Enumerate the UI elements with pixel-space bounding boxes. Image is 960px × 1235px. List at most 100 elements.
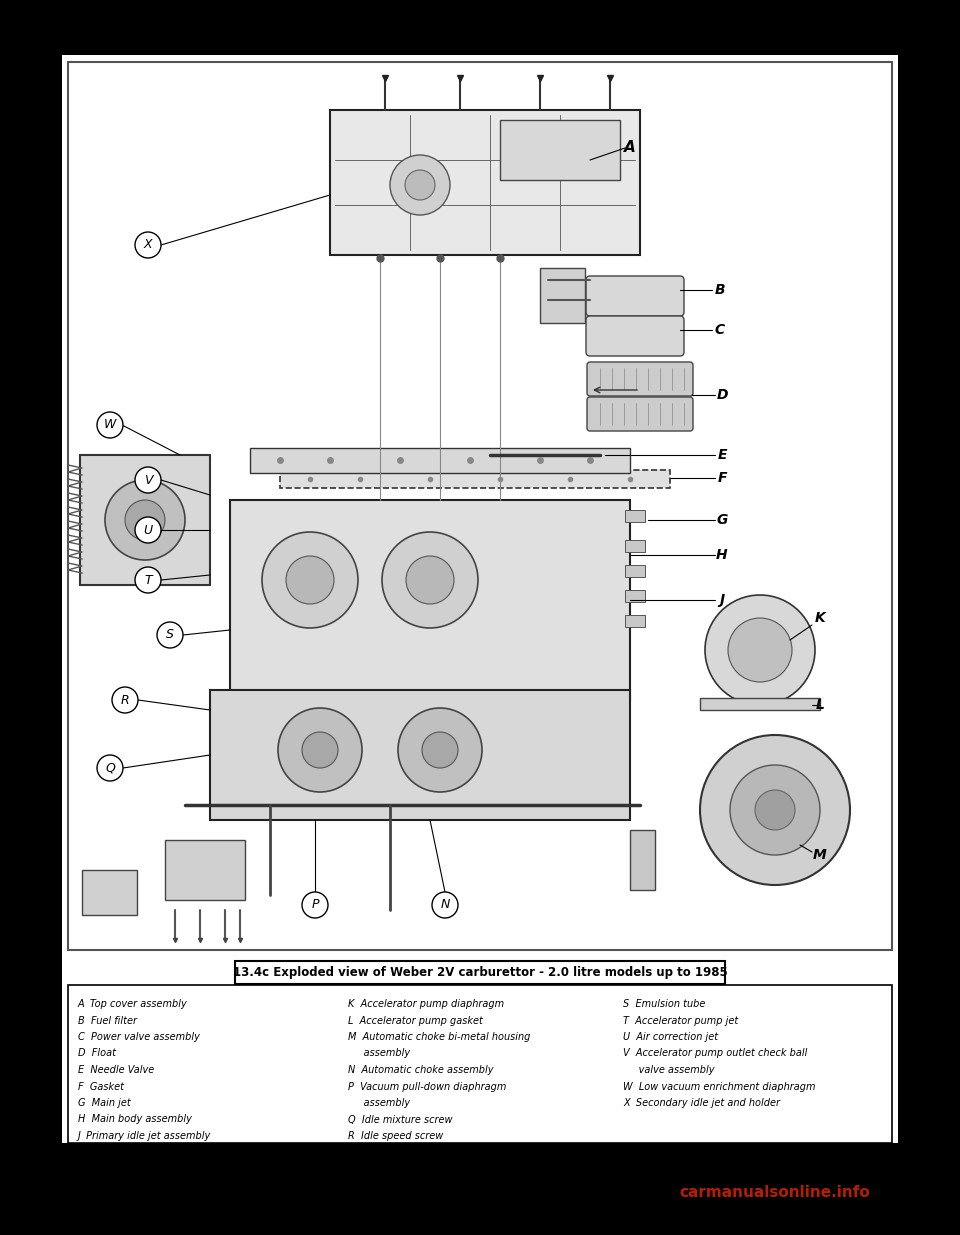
Text: X: X [144, 238, 153, 252]
Circle shape [105, 480, 185, 559]
Text: assembly: assembly [348, 1049, 410, 1058]
Text: A  Top cover assembly: A Top cover assembly [78, 999, 188, 1009]
Text: A: A [624, 141, 636, 156]
FancyBboxPatch shape [586, 275, 684, 316]
Circle shape [97, 412, 123, 438]
Circle shape [398, 708, 482, 792]
Bar [625, 540, 645, 552]
Circle shape [390, 156, 450, 215]
Circle shape [302, 892, 328, 918]
Text: N: N [441, 899, 449, 911]
Bar [210, 690, 630, 820]
Bar [68, 986, 892, 1144]
FancyBboxPatch shape [586, 316, 684, 356]
Text: N  Automatic choke assembly: N Automatic choke assembly [348, 1065, 493, 1074]
Bar [625, 510, 645, 522]
Bar [625, 564, 645, 577]
Bar [330, 110, 640, 254]
Text: F: F [717, 471, 727, 485]
Text: H: H [716, 548, 728, 562]
Text: T: T [144, 573, 152, 587]
Circle shape [286, 556, 334, 604]
Text: U: U [143, 524, 153, 536]
Text: C  Power valve assembly: C Power valve assembly [78, 1032, 200, 1042]
Text: assembly: assembly [348, 1098, 410, 1108]
Circle shape [700, 735, 850, 885]
Text: G: G [716, 513, 728, 527]
Text: L  Accelerator pump gasket: L Accelerator pump gasket [348, 1015, 483, 1025]
Text: V: V [144, 473, 153, 487]
Circle shape [382, 532, 478, 629]
Text: 13.4c Exploded view of Weber 2V carburettor - 2.0 litre models up to 1985: 13.4c Exploded view of Weber 2V carburet… [232, 966, 728, 979]
Text: Q: Q [105, 762, 115, 774]
Circle shape [135, 517, 161, 543]
Text: M  Automatic choke bi-metal housing: M Automatic choke bi-metal housing [348, 1032, 530, 1042]
Text: J  Primary idle jet assembly: J Primary idle jet assembly [78, 1131, 211, 1141]
Circle shape [755, 790, 795, 830]
Text: S: S [166, 629, 174, 641]
Text: Q  Idle mixture screw: Q Idle mixture screw [348, 1114, 452, 1125]
FancyBboxPatch shape [587, 396, 693, 431]
Text: P  Vacuum pull-down diaphragm: P Vacuum pull-down diaphragm [348, 1082, 506, 1092]
Text: P: P [311, 899, 319, 911]
Circle shape [112, 687, 138, 713]
Text: C: C [715, 324, 725, 337]
Text: W: W [104, 419, 116, 431]
Bar [630, 830, 655, 890]
Circle shape [262, 532, 358, 629]
Circle shape [728, 618, 792, 682]
Text: B  Fuel filter: B Fuel filter [78, 1015, 137, 1025]
Circle shape [97, 755, 123, 781]
Circle shape [278, 708, 362, 792]
Bar [230, 500, 630, 700]
Bar [235, 961, 725, 984]
Text: F  Gasket: F Gasket [78, 1082, 124, 1092]
Bar [62, 56, 898, 1144]
Text: D: D [716, 388, 728, 403]
Text: S  Emulsion tube: S Emulsion tube [623, 999, 706, 1009]
FancyBboxPatch shape [587, 362, 693, 396]
Circle shape [705, 595, 815, 705]
Text: L: L [816, 698, 825, 713]
Circle shape [157, 622, 183, 648]
Bar [625, 615, 645, 627]
Text: J: J [719, 593, 725, 606]
Text: V  Accelerator pump outlet check ball: V Accelerator pump outlet check ball [623, 1049, 807, 1058]
Bar [625, 590, 645, 601]
Text: valve assembly: valve assembly [623, 1065, 714, 1074]
Bar [250, 448, 630, 473]
Bar [500, 120, 620, 180]
Text: B: B [714, 283, 726, 296]
Circle shape [135, 232, 161, 258]
Text: D  Float: D Float [78, 1049, 116, 1058]
Bar [700, 698, 820, 710]
Text: W  Low vacuum enrichment diaphragm: W Low vacuum enrichment diaphragm [623, 1082, 815, 1092]
Text: K  Accelerator pump diaphragm: K Accelerator pump diaphragm [348, 999, 504, 1009]
Text: U  Air correction jet: U Air correction jet [623, 1032, 718, 1042]
Circle shape [432, 892, 458, 918]
Text: R  Idle speed screw: R Idle speed screw [348, 1131, 444, 1141]
Text: E: E [717, 448, 727, 462]
Bar [280, 471, 670, 488]
Circle shape [405, 170, 435, 200]
Text: G  Main jet: G Main jet [78, 1098, 131, 1108]
Text: R: R [121, 694, 130, 706]
Circle shape [730, 764, 820, 855]
Bar [165, 840, 245, 900]
Text: carmanualsonline.info: carmanualsonline.info [680, 1186, 870, 1200]
Circle shape [302, 732, 338, 768]
Bar [82, 869, 137, 915]
Text: T  Accelerator pump jet: T Accelerator pump jet [623, 1015, 738, 1025]
Text: K: K [815, 611, 826, 625]
Text: H  Main body assembly: H Main body assembly [78, 1114, 192, 1125]
Circle shape [406, 556, 454, 604]
Text: E  Needle Valve: E Needle Valve [78, 1065, 155, 1074]
Circle shape [135, 467, 161, 493]
Circle shape [422, 732, 458, 768]
Bar [540, 268, 585, 324]
Text: X  Secondary idle jet and holder: X Secondary idle jet and holder [623, 1098, 780, 1108]
Circle shape [125, 500, 165, 540]
Bar [80, 454, 210, 585]
Text: M: M [813, 848, 827, 862]
Circle shape [135, 567, 161, 593]
